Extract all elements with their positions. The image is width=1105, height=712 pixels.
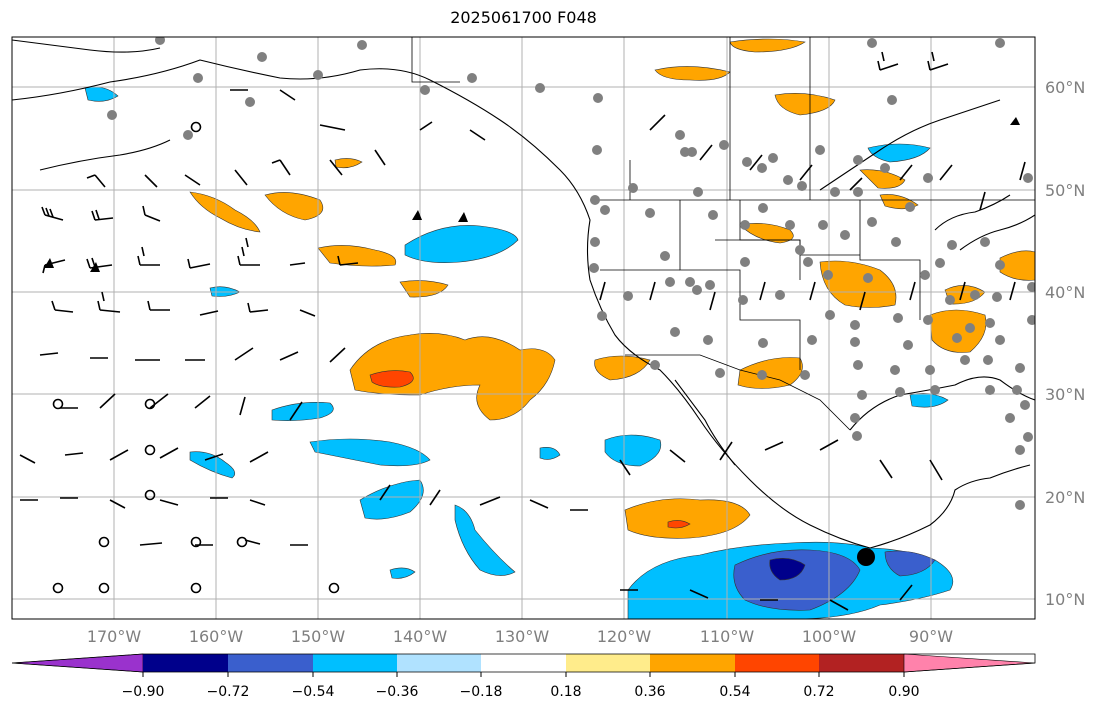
lon-tick-label: 120°W — [597, 627, 652, 646]
lon-tick-label: 100°W — [802, 627, 857, 646]
storm-center-marker — [857, 548, 875, 566]
wind-barb-flags — [44, 117, 1020, 272]
lat-tick-label: 20°N — [1045, 488, 1085, 507]
colorbar-label: −0.18 — [460, 684, 503, 700]
lon-tick-label: 140°W — [393, 627, 448, 646]
colorbar-segment — [650, 654, 735, 672]
lat-tick-label: 10°N — [1045, 590, 1085, 609]
calm-circles — [52, 121, 340, 594]
lon-tick-labels: 170°W 160°W 150°W 140°W 130°W 120°W 110°… — [87, 627, 953, 646]
colorbar-segment — [566, 654, 650, 672]
station-markers — [107, 37, 1035, 510]
lat-tick-label: 40°N — [1045, 283, 1085, 302]
lon-tick-label: 90°W — [909, 627, 953, 646]
colorbar-label: −0.90 — [122, 684, 165, 700]
map-area — [12, 37, 1035, 619]
colorbar: −0.90 −0.72 −0.54 −0.36 −0.18 0.18 0.36 … — [11, 653, 1036, 700]
political-borders — [411, 37, 1035, 431]
colorbar-label: −0.36 — [376, 684, 419, 700]
colorbar-segment — [819, 654, 904, 672]
lon-tick-label: 130°W — [495, 627, 550, 646]
map-frame — [11, 36, 1036, 620]
colorbar-segment — [228, 654, 313, 672]
colorbar-segment — [143, 654, 228, 672]
colorbar-label: 0.54 — [719, 684, 750, 700]
lat-tick-labels: 60°N 50°N 40°N 30°N 20°N 10°N — [1045, 78, 1085, 609]
positive-field — [189, 38, 1035, 539]
colorbar-label: −0.72 — [207, 684, 250, 700]
coastlines — [12, 39, 1035, 549]
colorbar-segment — [735, 654, 819, 672]
lon-tick-label: 170°W — [87, 627, 142, 646]
colorbar-extend-right — [903, 653, 1036, 673]
colorbar-label: 0.18 — [550, 684, 581, 700]
colorbar-label: 0.90 — [888, 684, 919, 700]
lon-tick-label: 110°W — [700, 627, 755, 646]
lat-tick-label: 30°N — [1045, 385, 1085, 404]
colorbar-segment — [397, 654, 481, 672]
colorbar-segment — [313, 654, 397, 672]
colorbar-segment — [481, 654, 566, 672]
colorbar-label: 0.72 — [803, 684, 834, 700]
lon-tick-label: 150°W — [291, 627, 346, 646]
wind-barbs — [19, 51, 1026, 611]
colorbar-label: 0.36 — [634, 684, 665, 700]
lon-tick-label: 160°W — [189, 627, 244, 646]
lat-tick-label: 50°N — [1045, 181, 1085, 200]
colorbar-label: −0.54 — [292, 684, 335, 700]
lat-tick-label: 60°N — [1045, 78, 1085, 97]
map-title: 2025061700 F048 — [450, 8, 597, 27]
colorbar-extend-left — [11, 653, 144, 673]
